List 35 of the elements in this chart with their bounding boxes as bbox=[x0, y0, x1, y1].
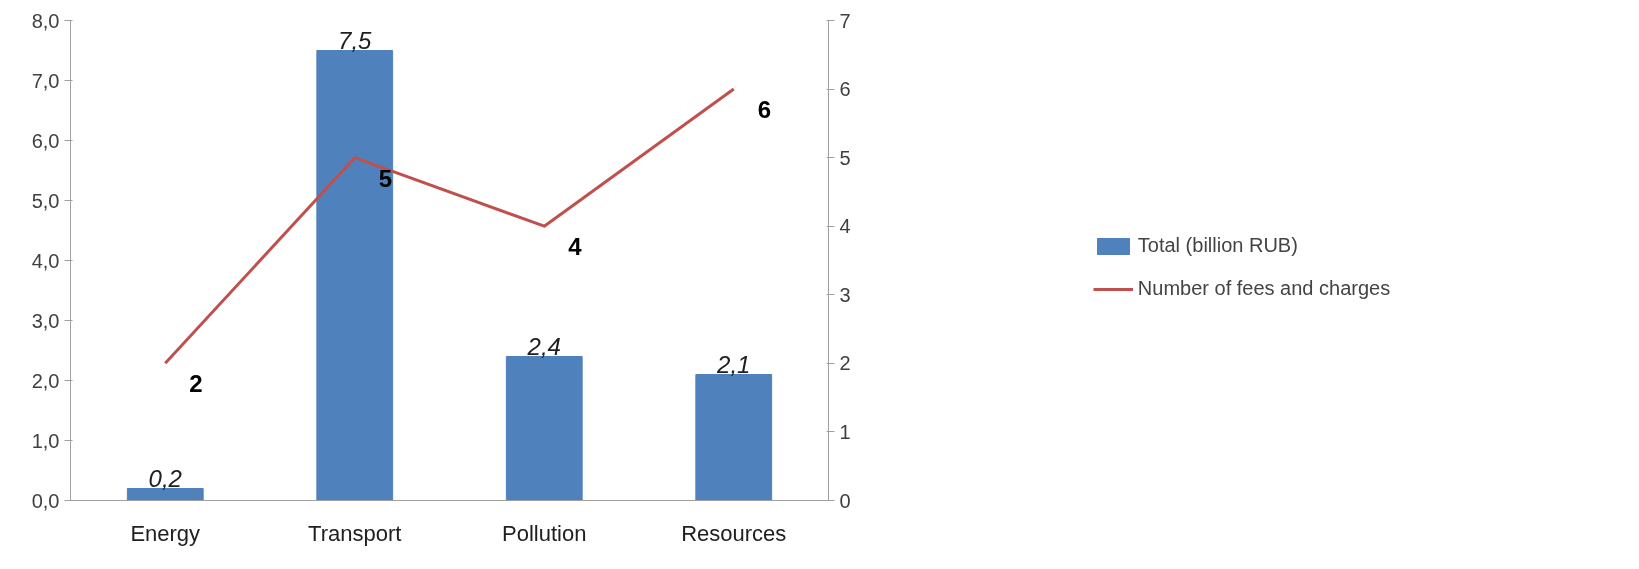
y2-tick-label: 0 bbox=[839, 489, 851, 512]
y2-tick-label: 3 bbox=[839, 283, 851, 306]
y-tick-label: 2,0 bbox=[31, 369, 60, 392]
y-tick-label: 6,0 bbox=[31, 129, 60, 152]
bar bbox=[505, 356, 583, 501]
x-tick-label: Resources bbox=[681, 520, 787, 546]
y-tick-label: 3,0 bbox=[31, 309, 60, 332]
y-tick-label: 1,0 bbox=[31, 429, 60, 452]
y-tick-label: 5,0 bbox=[31, 189, 60, 212]
y2-tick-label: 5 bbox=[839, 146, 851, 169]
bar bbox=[695, 374, 773, 501]
y2-tick-label: 1 bbox=[839, 420, 851, 443]
y2-tick-label: 6 bbox=[839, 78, 851, 101]
legend-label: Total (billion RUB) bbox=[1137, 234, 1298, 257]
y2-tick-label: 4 bbox=[839, 215, 851, 238]
bar bbox=[316, 50, 394, 501]
y2-tick-label: 7 bbox=[839, 9, 851, 32]
data-label: 4 bbox=[568, 233, 583, 261]
data-label: 5 bbox=[378, 164, 393, 192]
y-tick-label: 0,0 bbox=[31, 489, 60, 512]
legend-label: Number of fees and charges bbox=[1137, 277, 1391, 300]
y-tick-label: 8,0 bbox=[31, 9, 60, 32]
data-label: 2,4 bbox=[526, 332, 561, 360]
data-label: 0,2 bbox=[148, 464, 182, 492]
y2-tick-label: 2 bbox=[839, 352, 851, 375]
y-tick-label: 4,0 bbox=[31, 249, 60, 272]
x-tick-label: Energy bbox=[130, 520, 201, 546]
x-tick-label: Pollution bbox=[502, 520, 587, 546]
bar bbox=[126, 488, 204, 501]
data-label: 2 bbox=[189, 370, 203, 398]
data-label: 7,5 bbox=[338, 26, 373, 54]
data-label: 2,1 bbox=[716, 350, 751, 378]
x-tick-label: Transport bbox=[308, 520, 402, 546]
data-label: 6 bbox=[757, 96, 772, 124]
y-tick-label: 7,0 bbox=[31, 69, 60, 92]
